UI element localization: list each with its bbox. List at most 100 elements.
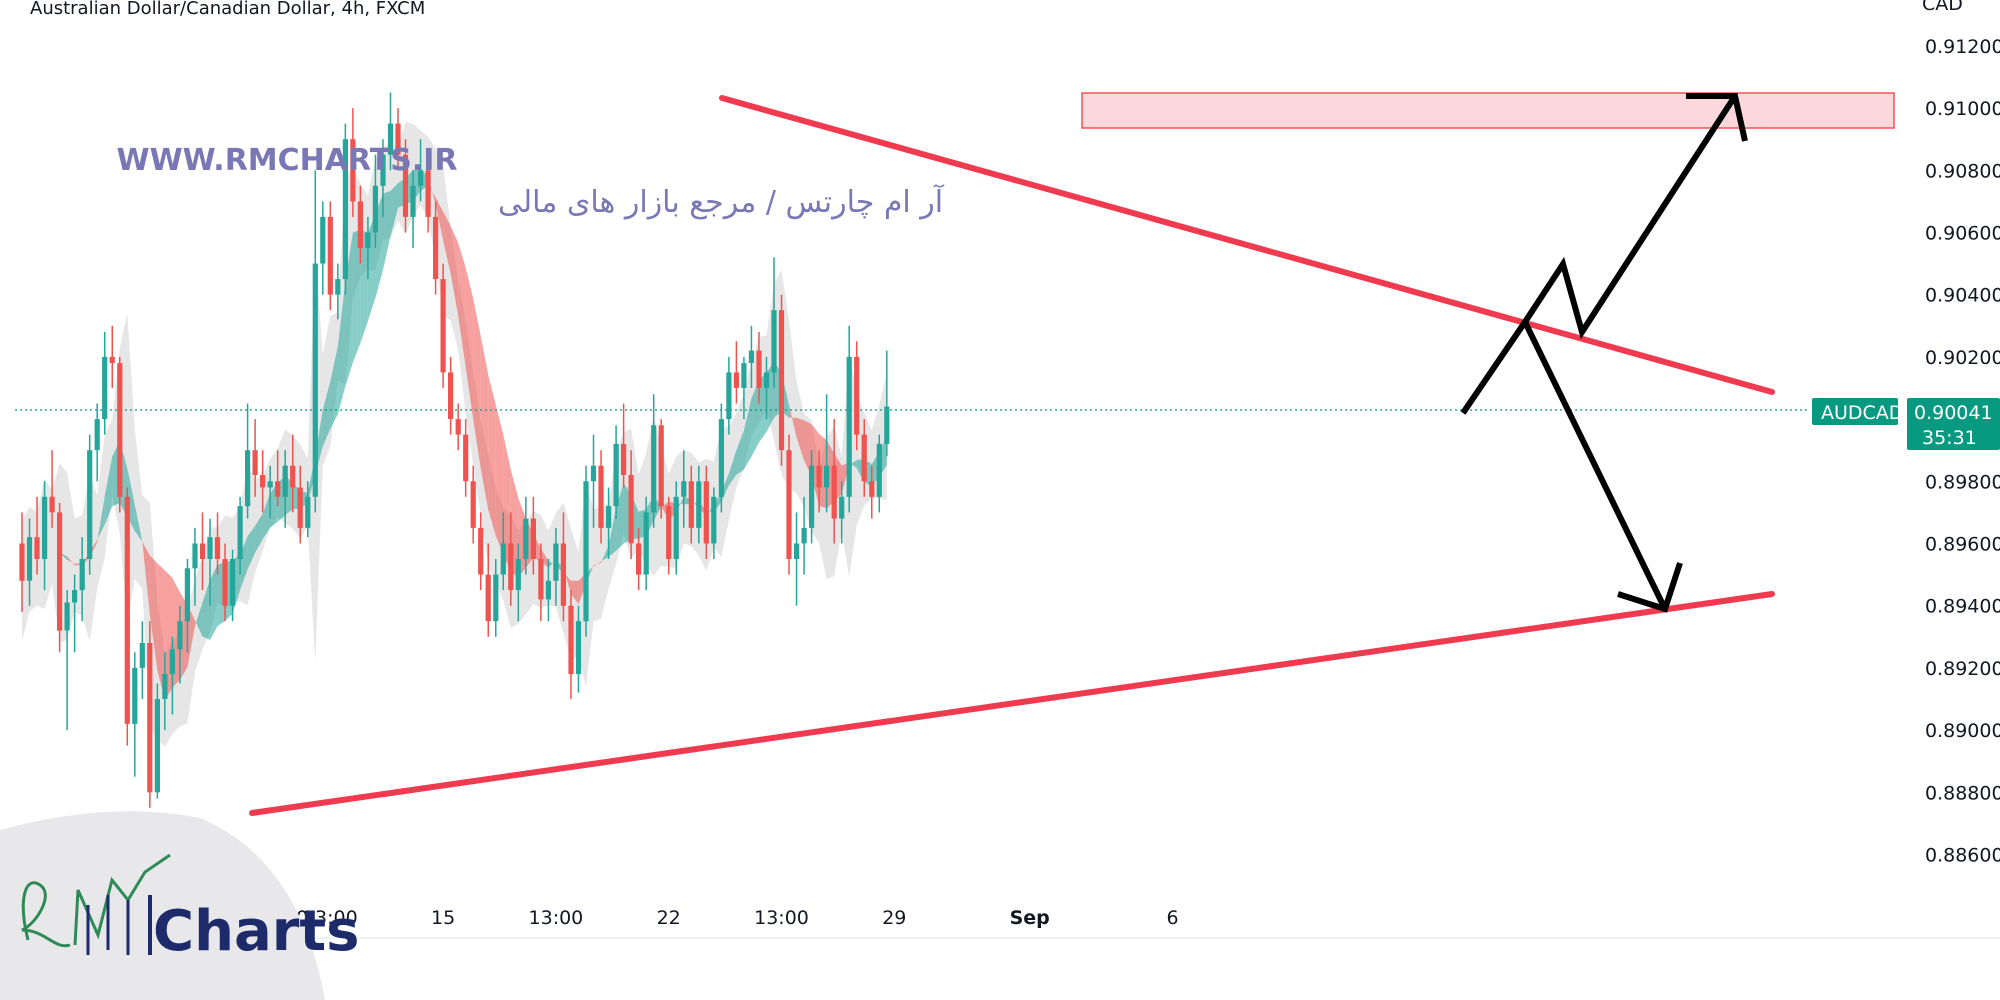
candle[interactable] bbox=[34, 496, 40, 575]
support-trendline[interactable] bbox=[249, 591, 1775, 816]
candle[interactable] bbox=[455, 403, 461, 451]
candle[interactable] bbox=[809, 450, 815, 544]
candle[interactable] bbox=[387, 92, 394, 171]
candle[interactable] bbox=[147, 621, 153, 808]
candle[interactable] bbox=[478, 512, 484, 591]
candle[interactable] bbox=[57, 503, 63, 653]
candle[interactable] bbox=[846, 325, 852, 513]
candle[interactable] bbox=[568, 590, 574, 699]
candle[interactable] bbox=[741, 356, 747, 420]
candle[interactable] bbox=[109, 325, 115, 388]
candle[interactable] bbox=[410, 170, 416, 248]
candle[interactable] bbox=[500, 512, 506, 591]
candle[interactable] bbox=[711, 487, 717, 560]
resistance-trendline[interactable] bbox=[719, 95, 1775, 395]
candle[interactable] bbox=[267, 465, 273, 519]
candle[interactable] bbox=[553, 527, 559, 606]
candle[interactable] bbox=[560, 512, 566, 622]
candle[interactable] bbox=[214, 512, 221, 575]
candle[interactable] bbox=[778, 294, 785, 466]
candle[interactable] bbox=[493, 559, 499, 637]
candle[interactable] bbox=[448, 356, 454, 435]
candle[interactable] bbox=[575, 605, 582, 693]
candle[interactable] bbox=[824, 394, 830, 513]
candle[interactable] bbox=[305, 481, 311, 538]
candle[interactable] bbox=[64, 590, 70, 731]
candle[interactable] bbox=[402, 139, 409, 233]
supply-zone[interactable] bbox=[1081, 92, 1895, 129]
candle[interactable] bbox=[673, 481, 679, 575]
candle[interactable] bbox=[508, 512, 514, 606]
candle[interactable] bbox=[733, 341, 739, 404]
candle[interactable] bbox=[884, 350, 890, 457]
candle[interactable] bbox=[839, 481, 845, 544]
candle[interactable] bbox=[590, 434, 597, 528]
candle[interactable] bbox=[583, 465, 589, 637]
candle[interactable] bbox=[102, 332, 108, 435]
candle[interactable] bbox=[688, 465, 694, 544]
candle[interactable] bbox=[139, 621, 145, 699]
candle[interactable] bbox=[530, 496, 536, 575]
candle[interactable] bbox=[538, 543, 544, 622]
candle[interactable] bbox=[756, 332, 762, 404]
candle[interactable] bbox=[606, 487, 612, 560]
candle[interactable] bbox=[372, 154, 378, 248]
candle[interactable] bbox=[786, 434, 792, 575]
candle[interactable] bbox=[342, 123, 348, 295]
candle[interactable] bbox=[726, 356, 732, 435]
candle[interactable] bbox=[94, 403, 100, 482]
candle[interactable] bbox=[801, 496, 807, 575]
candle[interactable] bbox=[237, 496, 243, 575]
candle[interactable] bbox=[365, 216, 371, 280]
y-axis[interactable]: 0.91200 0.91000 0.90800 0.90600 0.90400 0.902… bbox=[1925, 36, 2000, 867]
candle[interactable] bbox=[861, 419, 867, 497]
candle[interactable] bbox=[230, 549, 236, 622]
candle[interactable] bbox=[199, 512, 206, 591]
candle[interactable] bbox=[282, 450, 288, 528]
candle[interactable] bbox=[515, 543, 521, 622]
candle[interactable] bbox=[260, 450, 266, 513]
candle[interactable] bbox=[192, 527, 198, 606]
candle[interactable] bbox=[357, 185, 363, 264]
candle[interactable] bbox=[184, 559, 190, 653]
candle[interactable] bbox=[312, 170, 318, 513]
candle[interactable] bbox=[763, 356, 770, 420]
bearish-projection-arrow[interactable] bbox=[1522, 320, 1668, 611]
candle[interactable] bbox=[470, 465, 476, 544]
candle[interactable] bbox=[613, 425, 619, 519]
candle[interactable] bbox=[771, 257, 777, 388]
candle[interactable] bbox=[485, 543, 491, 637]
candle[interactable] bbox=[72, 574, 78, 653]
candle[interactable] bbox=[658, 419, 664, 519]
candle[interactable] bbox=[854, 341, 860, 451]
candle[interactable] bbox=[463, 419, 469, 497]
candle[interactable] bbox=[748, 325, 754, 388]
candle[interactable] bbox=[290, 434, 296, 513]
candle[interactable] bbox=[320, 201, 326, 295]
candle[interactable] bbox=[26, 518, 33, 606]
candle[interactable] bbox=[162, 652, 168, 731]
candle[interactable] bbox=[651, 394, 657, 528]
candle[interactable] bbox=[696, 465, 702, 544]
candle[interactable] bbox=[794, 512, 800, 606]
candle[interactable] bbox=[440, 263, 446, 388]
candle[interactable] bbox=[703, 465, 709, 559]
candle[interactable] bbox=[154, 683, 160, 799]
candle[interactable] bbox=[87, 434, 93, 575]
candle[interactable] bbox=[418, 139, 424, 202]
candle[interactable] bbox=[49, 450, 55, 528]
candle[interactable] bbox=[666, 496, 672, 575]
candle[interactable] bbox=[79, 537, 85, 622]
candle[interactable] bbox=[523, 496, 529, 575]
candle[interactable] bbox=[132, 652, 138, 777]
candle[interactable] bbox=[207, 518, 213, 606]
candle[interactable] bbox=[876, 434, 882, 513]
candle[interactable] bbox=[177, 605, 183, 684]
candle[interactable] bbox=[395, 108, 401, 171]
candle[interactable] bbox=[628, 450, 634, 559]
candle[interactable] bbox=[117, 356, 123, 513]
candle[interactable] bbox=[598, 450, 604, 544]
candle[interactable] bbox=[425, 164, 431, 233]
candle[interactable] bbox=[245, 403, 251, 519]
